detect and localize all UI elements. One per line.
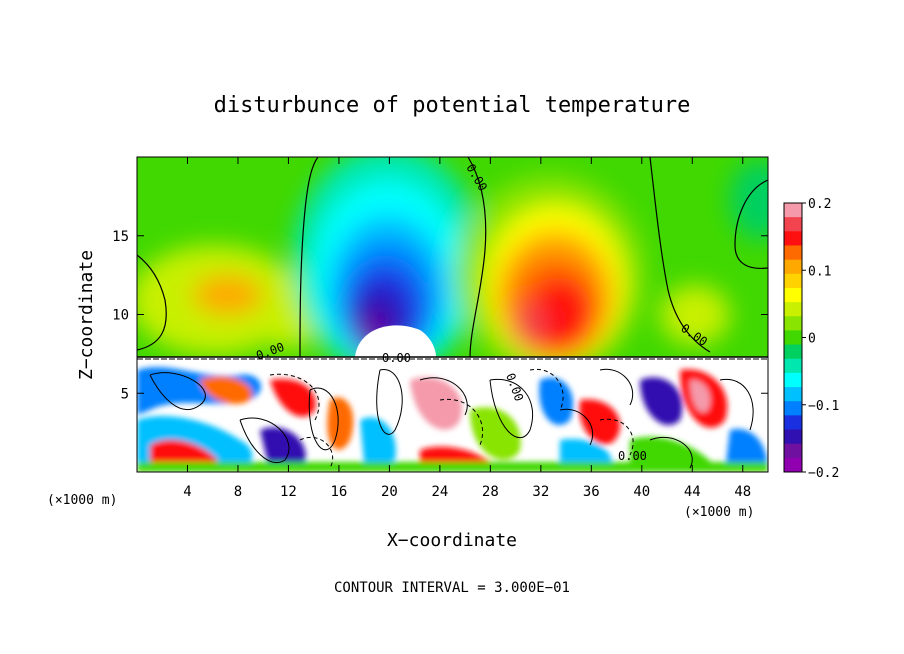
x-tick-label: 36 [583, 484, 600, 500]
contour-label: 0.00 [618, 449, 647, 463]
colorbar-tick-label: 0.1 [808, 264, 831, 279]
x-tick-label: 24 [431, 484, 448, 500]
x-tick-label: 32 [532, 484, 549, 500]
chart-title: disturbunce of potential temperature [214, 93, 691, 118]
colorbar-swatch [784, 273, 802, 289]
y-axis-label: Z−coordinate [76, 250, 97, 380]
colorbar-swatch [784, 316, 802, 331]
colorbar-tick-label: −0.1 [808, 399, 839, 414]
colorbar: 0.2 0.1 0 −0.1 −0.2 [783, 197, 839, 481]
colorbar-swatch [784, 443, 802, 459]
colorbar-swatch [784, 302, 802, 317]
colorbar-swatch [784, 387, 802, 402]
x-tick-label: 28 [482, 484, 499, 500]
contour-label: 0.00 [382, 351, 411, 365]
y-tick-label: 15 [112, 229, 129, 245]
x-tick-label: 8 [234, 484, 242, 500]
x-axis: 4 8 12 16 20 24 28 32 36 40 44 48 [183, 157, 751, 500]
colorbar-swatch [784, 231, 802, 246]
x-unit-label-right: (×1000 m) [684, 505, 754, 520]
y-tick-label: 5 [121, 386, 129, 402]
colorbar-swatch [784, 245, 802, 261]
colorbar-swatch [784, 330, 802, 346]
x-tick-label: 20 [381, 484, 398, 500]
colorbar-tick-label: 0 [808, 332, 816, 347]
colorbar-swatch [784, 287, 802, 303]
colorbar-swatch [784, 429, 802, 445]
colorbar-swatch [784, 372, 802, 388]
colorbar-swatch [784, 457, 802, 473]
colorbar-swatch [784, 358, 802, 374]
x-tick-label: 12 [280, 484, 297, 500]
colorbar-tick-label: 0.2 [808, 197, 831, 212]
colorbar-swatch [784, 259, 802, 275]
colorbar-swatch [784, 217, 802, 232]
x-tick-label: 44 [684, 484, 701, 500]
x-tick-label: 40 [633, 484, 650, 500]
colorbar-swatch [784, 203, 802, 218]
y-axis: 5 10 15 [112, 229, 768, 402]
contour-interval-note: CONTOUR INTERVAL = 3.000E−01 [334, 580, 570, 596]
x-axis-label: X−coordinate [387, 530, 517, 551]
plot-area [137, 157, 768, 472]
x-tick-label: 48 [734, 484, 751, 500]
y-tick-label: 10 [112, 308, 129, 324]
colorbar-swatch [784, 344, 802, 360]
x-tick-label: 4 [183, 484, 191, 500]
x-tick-label: 16 [330, 484, 347, 500]
colorbar-swatch [784, 401, 802, 416]
colorbar-swatch [784, 415, 802, 431]
colorbar-tick-label: −0.2 [808, 466, 839, 481]
x-unit-label: (×1000 m) [47, 493, 117, 508]
